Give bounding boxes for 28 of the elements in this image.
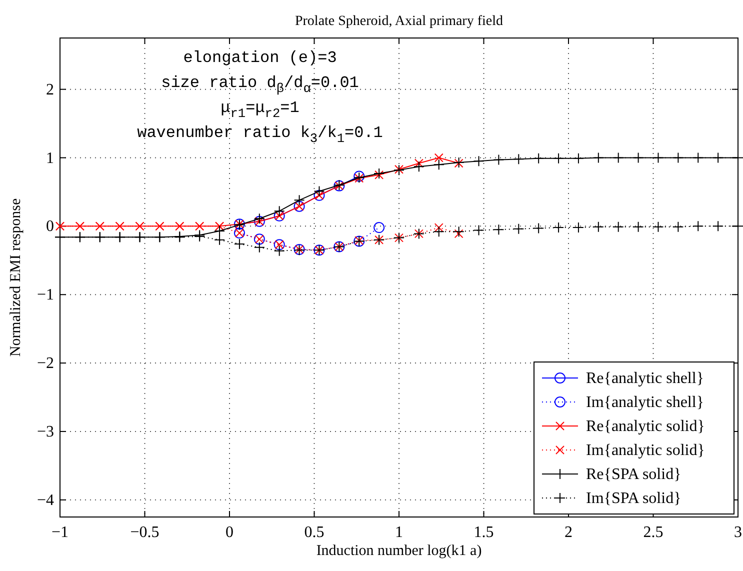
x-tick-label: 2 (564, 524, 572, 541)
legend-label: Im{SPA solid} (586, 490, 682, 507)
x-tick-label: 2.5 (643, 524, 664, 541)
y-tick-label: −1 (36, 286, 54, 304)
legend-label: Im{analytic solid} (586, 442, 705, 459)
x-axis-title: Induction number log(k1 a) (316, 543, 482, 559)
x-tick-label: 0.5 (304, 524, 324, 541)
y-tick-label: −4 (36, 492, 54, 509)
y-tick-label: −3 (36, 423, 54, 440)
y-tick-label: 1 (46, 150, 54, 167)
annotation: wavenumber ratio k$_{3}$/k$_{1}$=0.1 (137, 124, 383, 146)
annotation: size ratio d$_{β}$/d$_{α}$=0.01 (161, 74, 359, 96)
x-tick-label: 1 (395, 524, 403, 541)
legend-label: Re{SPA solid} (586, 466, 682, 483)
legend-label: Im{analytic shell} (586, 394, 704, 411)
y-tick-label: 0 (46, 218, 54, 236)
x-tick-label: 1.5 (474, 524, 494, 541)
y-axis-title: Normalized EMI response (8, 198, 24, 357)
x-tick-label: −0.5 (130, 524, 160, 541)
x-tick-label: 3 (734, 524, 742, 541)
legend-label: Re{analytic solid} (586, 418, 705, 435)
y-tick-label: −2 (36, 355, 54, 372)
chart-title: Prolate Spheroid, Axial primary field (294, 14, 504, 29)
annotation: μ$_{r1}$=μ$_{r2}$=1 (220, 99, 300, 121)
y-tick-label: 2 (46, 81, 54, 98)
legend-label: Re{analytic shell} (586, 370, 704, 387)
annotation: elongation (e)=3 (183, 49, 337, 67)
x-tick-label: 0 (226, 524, 234, 541)
